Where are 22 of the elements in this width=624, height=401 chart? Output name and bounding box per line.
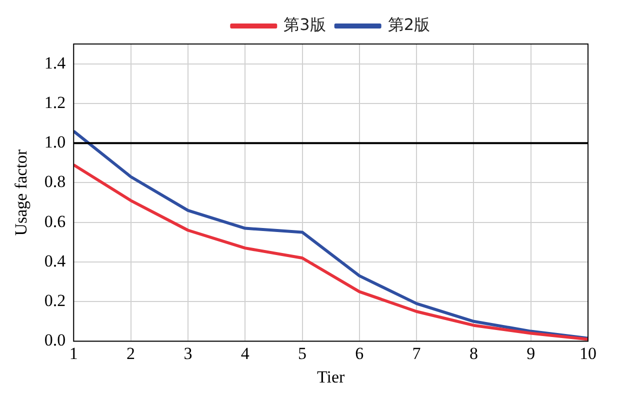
x-tick-label: 8: [469, 344, 478, 363]
x-tick-label: 6: [355, 344, 364, 363]
x-tick-label: 4: [240, 344, 250, 363]
x-tick-label: 3: [184, 344, 192, 363]
y-tick-label: 1.0: [44, 132, 66, 152]
y-tick-label: 1.2: [44, 92, 66, 112]
x-tick-label: 9: [526, 344, 536, 363]
y-tick-label: 1.4: [44, 53, 66, 72]
x-tick-label: 2: [126, 344, 136, 363]
y-axis-title: Usage factor: [12, 149, 31, 236]
x-axis-title: Tier: [316, 367, 346, 386]
y-tick-label: 0.0: [44, 330, 66, 350]
x-tick-label: 7: [412, 344, 422, 363]
y-tick-label: 0.4: [44, 251, 66, 270]
legend-label: 第3版: [284, 15, 326, 34]
x-tick-label: 10: [580, 344, 596, 363]
y-tick-label: 0.8: [44, 172, 66, 192]
x-tick-label: 5: [298, 344, 306, 363]
y-tick-label: 0.6: [44, 212, 66, 231]
y-tick-label: 0.2: [44, 291, 66, 310]
legend-label: 第2版: [388, 15, 430, 34]
x-tick-label: 1: [69, 344, 78, 363]
